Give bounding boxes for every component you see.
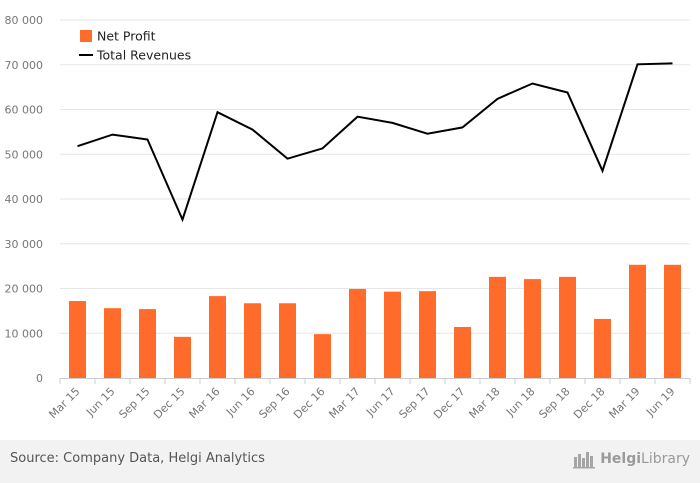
total-revenues-line [77,62,673,223]
bar-net-profit [209,296,226,378]
x-tick-label: Mar 19 [606,385,642,421]
bar-net-profit [489,276,506,378]
brand-name-library: Library [641,451,690,467]
y-tick-label: 40 000 [5,193,44,206]
total-revenues-line-group [77,62,673,223]
bar-net-profit [664,264,681,378]
x-tick-label: Dec 18 [571,385,608,422]
chart-canvas: 0 10 000 20 000 30 000 40 000 50 000 60 000 70 … [5,14,691,422]
bar-net-profit [419,291,436,378]
bar-net-profit [454,326,471,378]
net-profit-bars [69,264,681,378]
y-tick-label: 10 000 [5,327,44,340]
bar-net-profit [559,276,576,378]
y-tick-label: 60 000 [5,104,44,117]
x-tick-label: Sep 15 [116,385,152,421]
brand-name-helgi: Helgi [600,451,642,467]
bar-net-profit [104,308,121,378]
footer: Source: Company Data, Helgi Analytics He… [0,440,700,483]
y-tick-label: 80 000 [5,14,44,27]
bar-net-profit [629,264,646,378]
y-tick-label: 50 000 [5,148,44,161]
grid-lines [60,19,690,334]
y-tick-label: 20 000 [5,283,44,296]
legend-label-total-revenues: Total Revenues [96,48,191,63]
x-tick-label: Dec 17 [431,385,468,422]
bar-net-profit [524,279,541,378]
legend-swatch-net-profit [80,30,92,42]
x-tick-label: Dec 16 [291,385,328,422]
bar-net-profit [349,288,366,378]
y-tick-label: 70 000 [5,59,44,72]
x-tick-label: Dec 15 [151,385,188,422]
x-tick-label: Mar 18 [466,385,502,421]
bar-net-profit [384,291,401,378]
bar-net-profit [69,301,86,378]
x-tick-label: Jun 15 [83,385,117,419]
legend: Net Profit Total Revenues [79,29,191,63]
helgi-library-logo-icon [573,452,596,469]
x-tick-label: Sep 16 [256,385,292,421]
x-tick-label: Jun 19 [643,385,677,419]
x-tick-label: Mar 15 [46,385,82,421]
x-tick-label: Mar 16 [186,385,222,421]
y-axis-ticks: 0 10 000 20 000 30 000 40 000 50 000 60 000 70 … [5,14,44,385]
bar-net-profit [279,303,296,378]
y-tick-label: 0 [36,372,43,385]
x-tick-label: Mar 17 [326,385,362,421]
bar-net-profit [174,336,191,378]
x-tick-label: Jun 18 [503,385,537,419]
x-tick-label: Sep 17 [396,385,432,421]
legend-label-net-profit: Net Profit [97,29,156,44]
bar-net-profit [244,303,261,378]
x-tick-label: Jun 16 [223,385,257,419]
bar-net-profit [139,309,156,378]
y-tick-label: 30 000 [5,238,44,251]
bar-net-profit [314,334,331,378]
brand-logo: HelgiLibrary [572,448,690,470]
x-tick-label: Sep 18 [536,385,572,421]
x-tick-label: Jun 17 [363,385,397,419]
bar-net-profit [594,318,611,378]
source-note: Source: Company Data, Helgi Analytics [10,451,265,466]
